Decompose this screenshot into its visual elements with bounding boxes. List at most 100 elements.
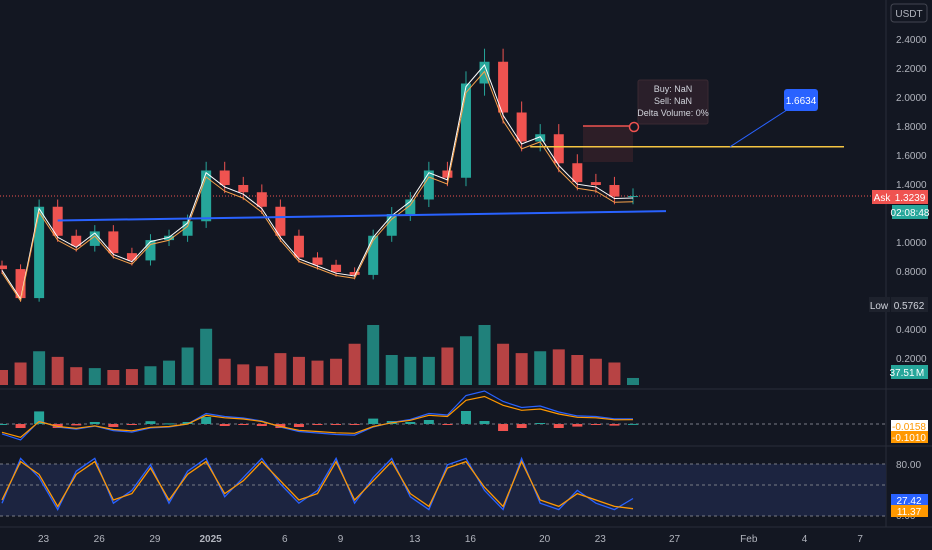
macd-bar (164, 423, 174, 424)
macd-bar (127, 424, 137, 425)
macd-bar (609, 424, 619, 426)
volume-bar (33, 351, 45, 385)
volume-bar (330, 359, 342, 385)
macd-bar (71, 424, 81, 425)
volume-bar (404, 357, 416, 385)
stoch-value-2: 11.37 (897, 507, 922, 518)
macd-value-2: -0.1010 (892, 433, 926, 444)
volume-bar (367, 325, 379, 385)
volume-bar (219, 359, 231, 385)
candle-body (554, 134, 564, 163)
volume-bar (237, 364, 249, 385)
macd-bar (313, 424, 323, 425)
volume-bar (163, 361, 175, 385)
time-tick-label: 27 (669, 534, 681, 545)
time-tick-label: 13 (409, 534, 421, 545)
macd-bar (572, 424, 582, 427)
price-tick-label: 1.4000 (896, 180, 927, 191)
volume-bar (89, 368, 101, 385)
red-zone-marker-icon[interactable] (630, 123, 639, 132)
macd-signal-line (2, 397, 633, 438)
macd-bar (517, 424, 527, 428)
candle-body (331, 265, 341, 272)
macd-bar (498, 424, 508, 431)
macd-bar (220, 424, 230, 426)
price-tick-label: 2.2000 (896, 64, 927, 75)
candle-body (350, 272, 360, 275)
time-tick-label: 2025 (199, 534, 222, 545)
candle-body (313, 258, 323, 265)
candle-body (0, 266, 7, 270)
time-tick-label: 16 (465, 534, 477, 545)
price-tick-label: 1.6000 (896, 151, 927, 162)
candlesticks (0, 49, 638, 302)
delta-tooltip: Buy: NaN Sell: NaN Delta Volume: 0% (637, 80, 709, 124)
macd-bar (145, 421, 155, 424)
time-tick-label: 6 (282, 534, 288, 545)
candle-body (145, 240, 155, 260)
macd-histogram (0, 411, 638, 431)
low-price: 0.5762 (894, 301, 925, 312)
candle-body (572, 163, 582, 182)
candle-body (220, 171, 230, 186)
volume-value: 37.51 (889, 368, 914, 379)
volume-bar (627, 378, 639, 385)
candle-body (609, 185, 619, 197)
volume-bar (52, 357, 64, 385)
time-axis[interactable]: 23 26 29 2025 6 9 13 16 20 23 27 Feb 4 7 (38, 534, 863, 545)
volume-bar (349, 344, 361, 385)
tooltip-line-buy: Buy: NaN (654, 84, 693, 94)
volume-bar (479, 325, 491, 385)
macd-bar (424, 420, 434, 424)
time-tick-label: 4 (802, 534, 808, 545)
price-tick-label: 2.4000 (896, 35, 927, 46)
macd-bar (294, 424, 304, 427)
macd-bar (331, 424, 341, 425)
volume-bar (200, 329, 212, 385)
volume-bar (534, 351, 546, 385)
macd-bar (480, 421, 490, 424)
time-tick-label: 23 (38, 534, 50, 545)
volume-bar (460, 336, 472, 385)
candle-body (387, 214, 397, 236)
time-tick-label: 26 (94, 534, 106, 545)
price-tick-label: 0.4000 (896, 325, 927, 336)
macd-bar (108, 424, 118, 427)
macd-line (2, 391, 633, 440)
stoch-tick-label: 80.00 (896, 460, 921, 471)
macd-bar (90, 422, 100, 424)
macd-bar (591, 424, 601, 425)
macd-bar (442, 424, 452, 425)
macd-bar (628, 424, 638, 425)
volume-bar (126, 369, 138, 385)
volume-bar (70, 367, 82, 385)
volume-bar (0, 370, 8, 385)
volume-bar (182, 348, 194, 386)
red-zone (583, 126, 633, 162)
support-trendline[interactable] (58, 211, 666, 220)
volume-unit: M (916, 368, 924, 379)
candle-body (368, 236, 378, 275)
price-tick-label: 1.8000 (896, 122, 927, 133)
volume-bar (107, 370, 119, 385)
candle-body (127, 253, 137, 260)
tooltip-line-sell: Sell: NaN (654, 96, 692, 106)
volume-bar (293, 357, 305, 385)
volume-bar (590, 359, 602, 385)
candle-body (628, 196, 638, 197)
macd-bar (16, 424, 26, 428)
candle-body (257, 192, 267, 207)
macd-bar (257, 424, 267, 426)
macd-bar (535, 423, 545, 424)
currency-label: USDT (895, 9, 922, 20)
price-tick-label: 1.0000 (896, 238, 927, 249)
macd-bar (201, 417, 211, 424)
callout-connector (730, 108, 790, 147)
tooltip-line-delta: Delta Volume: 0% (637, 108, 709, 118)
volume-bars (0, 325, 639, 385)
macd-bar (0, 424, 7, 425)
low-label: Low (870, 301, 889, 312)
macd-bar (350, 424, 360, 425)
